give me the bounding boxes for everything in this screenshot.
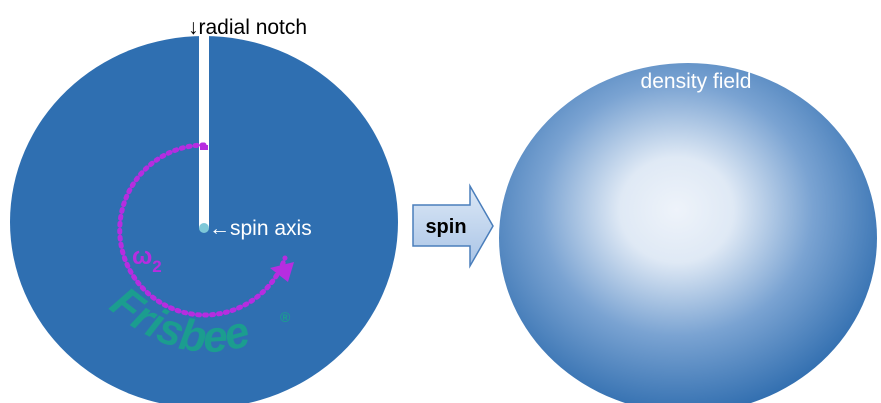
notch-label: ↓radial notch — [188, 16, 307, 39]
spin-axis — [199, 223, 209, 233]
spin-arrowhead — [270, 262, 294, 282]
brand-mark: ® — [280, 309, 291, 325]
arrow-label: spin — [425, 216, 466, 238]
omega: ω2 — [132, 243, 162, 276]
omega-symbol: ω — [132, 243, 152, 270]
spin-arrow — [412, 183, 494, 269]
axis-label: ←spin axis — [209, 217, 312, 240]
density-label: density field — [641, 70, 752, 93]
omega-subscript: 2 — [152, 257, 161, 276]
density-disk — [499, 63, 877, 403]
spin-arc — [117, 142, 288, 318]
arc-start — [200, 145, 208, 150]
radial-notch — [199, 36, 209, 228]
